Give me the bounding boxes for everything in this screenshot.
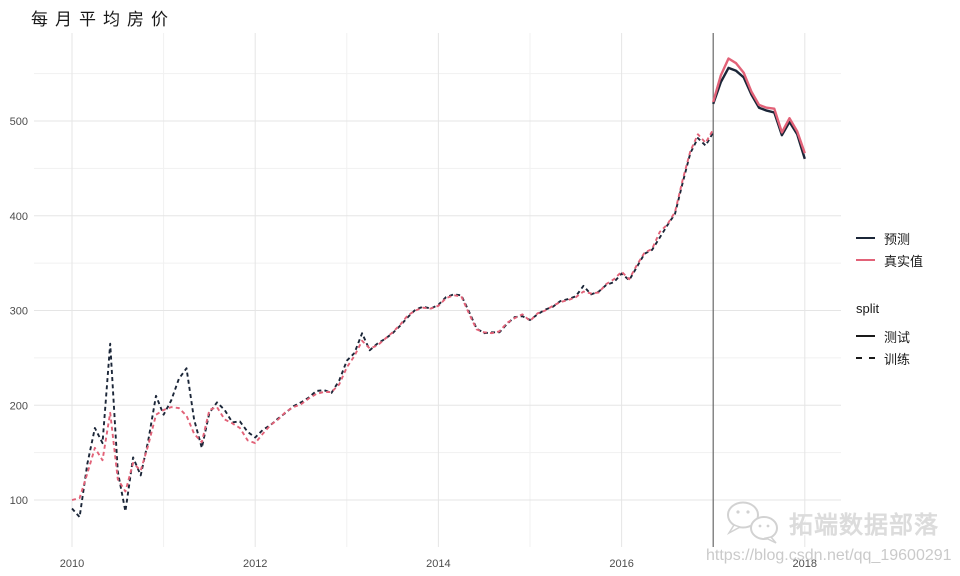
series-line-pred-train bbox=[71, 131, 715, 519]
watermark: 拓端数据部落 bbox=[724, 499, 939, 545]
legend-item-pred: 预测 bbox=[856, 227, 960, 249]
x-tick-label: 2016 bbox=[609, 558, 633, 570]
chart-title: 每月平均房价 bbox=[31, 10, 175, 29]
x-tick-label: 2014 bbox=[426, 558, 450, 570]
legend-item-train: 训练 bbox=[856, 347, 960, 369]
legend-split-title: split bbox=[856, 301, 880, 316]
wechat-icon bbox=[726, 501, 778, 544]
y-tick-label: 300 bbox=[10, 306, 28, 318]
legend-item-test: 测试 bbox=[856, 325, 960, 347]
legend-item-actual: 真实值 bbox=[856, 249, 960, 271]
watermark-brand-text: 拓端数据部落 bbox=[789, 511, 939, 539]
y-tick-label: 100 bbox=[10, 495, 28, 507]
dashed-line-key-icon bbox=[856, 357, 875, 359]
x-tick-label: 2018 bbox=[793, 558, 817, 570]
y-tick-label: 200 bbox=[10, 400, 28, 412]
pred-line-key-icon bbox=[856, 237, 875, 239]
series-line-pred-test bbox=[712, 66, 806, 160]
series-line-actual-test bbox=[712, 57, 806, 154]
series-line-actual-train bbox=[71, 129, 715, 501]
y-tick-label: 400 bbox=[10, 211, 28, 223]
y-tick-label: 500 bbox=[10, 116, 28, 128]
legend: 预测 真实值 split 测试 训练 bbox=[856, 227, 960, 369]
legend-label-pred: 预测 bbox=[884, 231, 911, 247]
x-tick-label: 2010 bbox=[60, 558, 84, 570]
x-tick-label: 2012 bbox=[243, 558, 267, 570]
legend-label-test: 测试 bbox=[884, 329, 911, 345]
watermark-url: https://blog.csdn.net/qq_19600291 bbox=[706, 547, 952, 564]
actual-line-key-icon bbox=[856, 259, 875, 261]
legend-label-actual: 真实值 bbox=[884, 253, 924, 269]
solid-line-key-icon bbox=[856, 335, 875, 337]
legend-label-train: 训练 bbox=[884, 351, 911, 367]
